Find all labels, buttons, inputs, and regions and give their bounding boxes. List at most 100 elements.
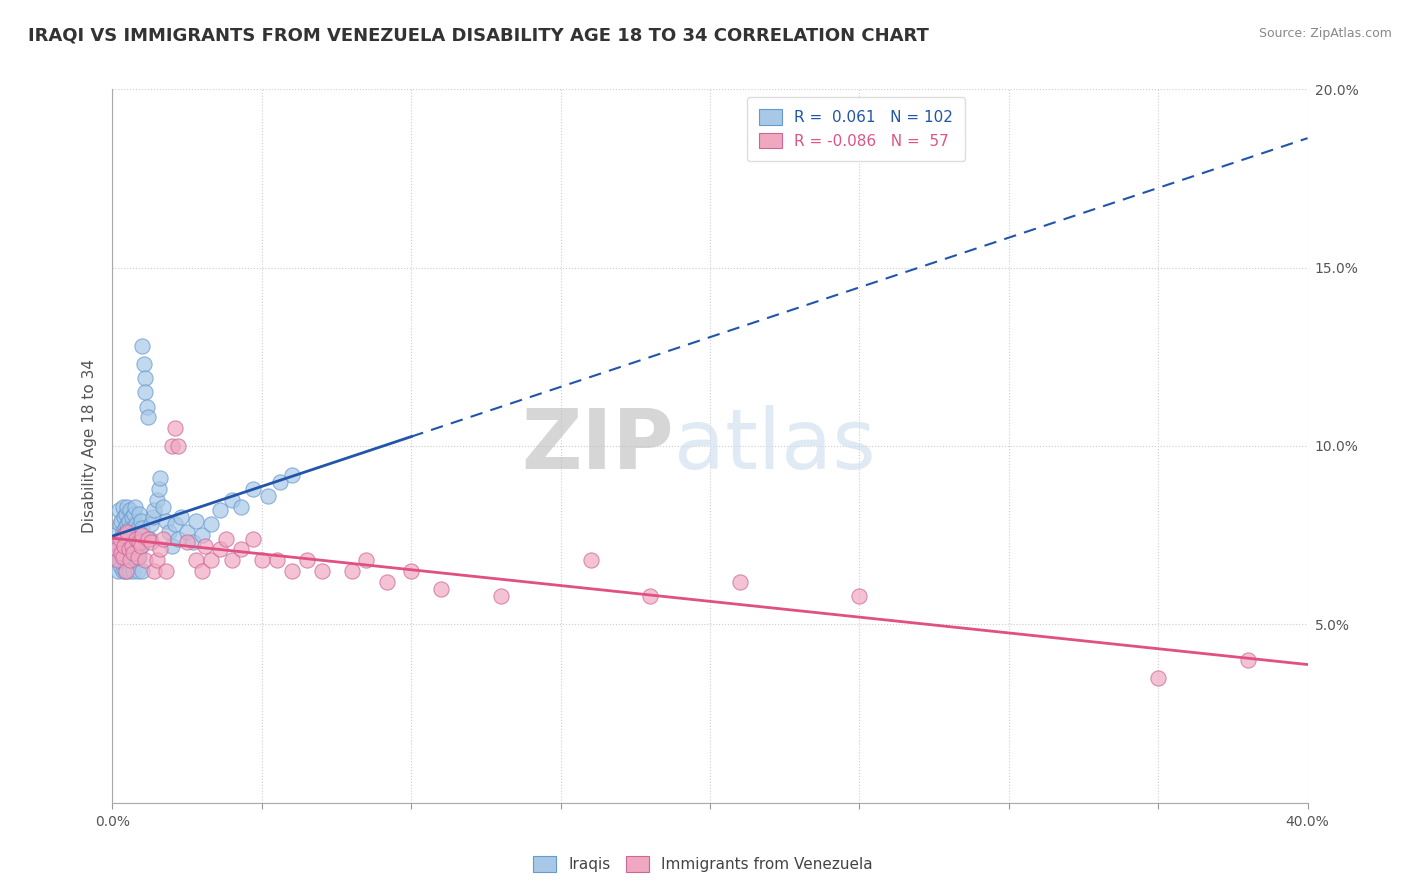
Point — [221, 553, 243, 567]
Point — [108, 517, 131, 532]
Point — [115, 535, 138, 549]
Point — [121, 510, 143, 524]
Point — [138, 532, 160, 546]
Point — [121, 542, 143, 557]
Point — [111, 549, 134, 564]
Point — [148, 482, 170, 496]
Point — [118, 521, 141, 535]
Point — [167, 439, 190, 453]
Point — [340, 564, 363, 578]
Point — [125, 517, 148, 532]
Point — [117, 557, 139, 571]
Point — [107, 539, 129, 553]
Point — [186, 514, 208, 528]
Point — [108, 503, 131, 517]
Point — [111, 500, 134, 514]
Point — [242, 532, 264, 546]
Point — [104, 535, 127, 549]
Point — [162, 539, 183, 553]
Point — [129, 524, 152, 539]
Point — [640, 589, 662, 603]
Point — [281, 467, 304, 482]
Point — [200, 517, 222, 532]
Point — [127, 564, 149, 578]
Point — [107, 553, 129, 567]
Point — [149, 471, 172, 485]
Point — [124, 524, 146, 539]
Point — [114, 553, 135, 567]
Point — [120, 553, 142, 567]
Point — [194, 539, 217, 553]
Point — [114, 564, 136, 578]
Point — [221, 492, 243, 507]
Point — [125, 532, 148, 546]
Point — [131, 535, 153, 549]
Point — [131, 528, 153, 542]
Point — [149, 542, 172, 557]
Point — [250, 553, 273, 567]
Point — [143, 564, 166, 578]
Point — [111, 549, 134, 564]
Point — [848, 589, 870, 603]
Point — [120, 549, 142, 564]
Point — [107, 564, 129, 578]
Point — [118, 539, 141, 553]
Point — [110, 560, 132, 574]
Point — [122, 507, 145, 521]
Point — [191, 564, 214, 578]
Point — [266, 553, 288, 567]
Point — [120, 503, 142, 517]
Point — [114, 528, 135, 542]
Point — [118, 514, 141, 528]
Point — [401, 564, 423, 578]
Point — [105, 542, 128, 557]
Point — [209, 503, 232, 517]
Point — [114, 542, 135, 557]
Point — [104, 528, 127, 542]
Point — [131, 339, 153, 353]
Legend: Iraqis, Immigrants from Venezuela: Iraqis, Immigrants from Venezuela — [526, 848, 880, 880]
Point — [176, 535, 198, 549]
Point — [122, 564, 145, 578]
Point — [125, 553, 148, 567]
Point — [430, 582, 453, 596]
Point — [112, 528, 135, 542]
Point — [157, 524, 180, 539]
Point — [125, 542, 148, 557]
Point — [129, 539, 152, 553]
Point — [110, 514, 132, 528]
Point — [118, 564, 141, 578]
Point — [257, 489, 280, 503]
Point — [139, 532, 162, 546]
Point — [181, 535, 204, 549]
Point — [129, 539, 152, 553]
Point — [579, 553, 602, 567]
Point — [127, 549, 149, 564]
Point — [115, 564, 138, 578]
Point — [120, 524, 142, 539]
Point — [141, 535, 163, 549]
Point — [242, 482, 264, 496]
Point — [215, 532, 238, 546]
Point — [209, 542, 232, 557]
Point — [165, 421, 187, 435]
Point — [128, 549, 150, 564]
Point — [120, 553, 142, 567]
Point — [125, 532, 148, 546]
Point — [295, 553, 318, 567]
Legend: R =  0.061   N = 102, R = -0.086   N =  57: R = 0.061 N = 102, R = -0.086 N = 57 — [747, 97, 966, 161]
Point — [117, 524, 139, 539]
Point — [141, 517, 163, 532]
Point — [114, 521, 136, 535]
Point — [489, 589, 512, 603]
Point — [117, 532, 139, 546]
Point — [311, 564, 333, 578]
Point — [146, 553, 169, 567]
Point — [117, 500, 139, 514]
Point — [128, 507, 150, 521]
Point — [128, 535, 150, 549]
Point — [134, 385, 156, 400]
Point — [124, 549, 146, 564]
Point — [165, 517, 187, 532]
Point — [143, 503, 166, 517]
